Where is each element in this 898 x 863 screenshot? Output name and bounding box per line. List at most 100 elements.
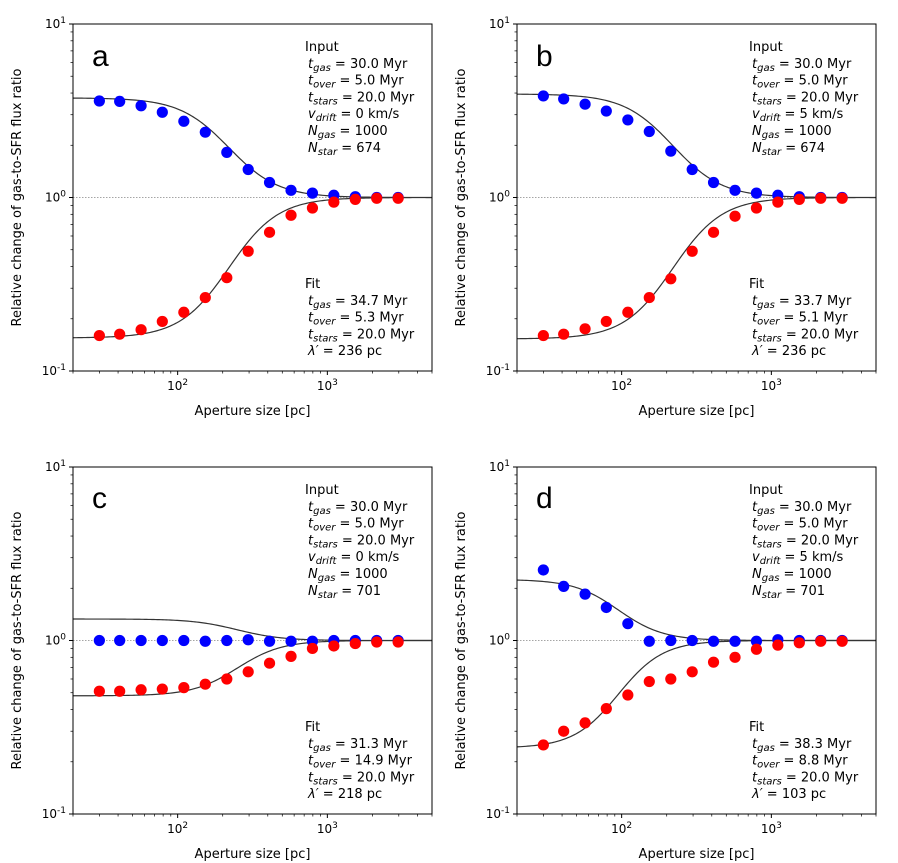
data-point-gas [93,634,105,647]
param-symbol: N [308,124,318,139]
data-point-stars [686,666,698,678]
data-point-stars [643,291,655,304]
param-symbol: t [752,770,758,785]
data-point-stars [729,210,741,222]
tick-exponent: 2 [626,378,632,388]
input-params-title: Input [749,483,783,498]
param-value: = 5.0 Myr [335,74,404,89]
data-point-gas [242,163,254,176]
param-subscript: gas [762,130,780,141]
data-point-stars [643,675,655,688]
param-symbol: t [308,737,314,752]
param-symbol: N [308,567,318,582]
y-tick-label: 101 [489,16,510,31]
input-params-line: Ngas = 1000 [308,567,388,584]
param-subscript: stars [757,776,782,787]
param-value: = 20.0 Myr [338,90,415,105]
param-symbol: N [308,584,318,599]
data-point-gas [622,114,634,126]
param-value: = 0 km/s [336,550,399,565]
data-point-stars [707,656,720,668]
data-point-gas [665,145,677,157]
param-subscript: drift [316,556,338,567]
data-point-stars [306,202,319,214]
param-subscript: over [313,317,336,328]
param-subscript: stars [757,333,782,344]
y-axis-label: Relative change of gas-to-SFR flux ratio [10,68,25,326]
param-value: = 1000 [335,124,387,139]
param-symbol: v [752,550,760,565]
data-point-stars [793,193,805,206]
fit-params-title: Fit [305,720,320,735]
param-symbol: t [308,517,314,532]
param-subscript: over [757,760,780,771]
param-subscript: gas [757,63,775,74]
input-params-line: tover = 5.0 Myr [752,74,848,91]
data-point-gas [285,184,297,196]
y-tick-label: 101 [45,459,66,474]
data-point-gas [686,163,698,176]
y-tick-label: 101 [489,459,510,474]
x-tick-label: 103 [761,821,782,836]
param-value: = 5 km/s [780,107,843,122]
tick-base: 10 [489,17,504,31]
data-point-stars [772,196,784,208]
x-tick-label: 103 [761,378,782,393]
x-tick-label: 102 [611,378,632,393]
y-axis-label: Relative change of gas-to-SFR flux ratio [454,68,469,326]
param-value: = 38.3 Myr [775,737,852,752]
param-subscript: drift [316,113,338,124]
data-point-gas [537,90,549,102]
data-point-stars [178,306,190,318]
input-params-line: tover = 5.0 Myr [308,74,404,91]
tick-exponent: 0 [504,190,510,200]
param-symbol: v [308,107,316,122]
tick-base: 10 [45,634,60,648]
data-point-stars [600,315,612,328]
data-point-gas [686,634,698,647]
fit-params-line: tgas = 34.7 Myr [308,294,408,311]
input-params-title: Input [305,483,339,498]
fit-params-line: tgas = 31.3 Myr [308,737,408,754]
x-tick-label: 103 [317,378,338,393]
param-subscript: gas [313,63,331,74]
fit-params-title: Fit [749,277,764,292]
param-symbol: t [752,533,758,548]
tick-exponent: -1 [57,363,66,373]
data-point-gas [178,115,190,127]
tick-base: 10 [167,822,182,836]
data-point-gas [750,635,763,647]
param-value: = 20.0 Myr [782,327,859,342]
param-value: = 103 pc [763,787,827,802]
param-symbol: t [752,500,758,515]
data-point-stars [199,291,211,304]
data-point-stars [328,196,340,208]
tick-exponent: -1 [57,806,66,816]
tick-exponent: 1 [60,459,66,469]
param-symbol: t [308,500,314,515]
fit-params-line: tover = 5.1 Myr [752,311,848,328]
tick-exponent: 3 [332,378,338,388]
param-subscript: stars [313,333,338,344]
param-symbol: t [752,57,758,72]
input-params-line: tstars = 20.0 Myr [752,533,859,550]
param-symbol: λ′ [751,787,763,802]
data-point-stars [156,683,168,695]
panel-label: a [92,40,109,73]
input-params-line: Ngas = 1000 [752,567,832,584]
param-value: = 14.9 Myr [335,754,412,769]
data-point-stars [665,273,677,285]
param-subscript: gas [762,573,780,584]
data-point-stars [793,637,805,649]
tick-base: 10 [611,379,626,393]
data-point-stars [263,657,276,669]
param-subscript: stars [313,96,338,107]
param-value: = 33.7 Myr [775,294,852,309]
param-symbol: t [752,517,758,532]
data-point-stars [93,685,105,697]
data-point-gas [114,95,126,108]
data-point-gas [263,176,276,189]
tick-base: 10 [317,379,332,393]
